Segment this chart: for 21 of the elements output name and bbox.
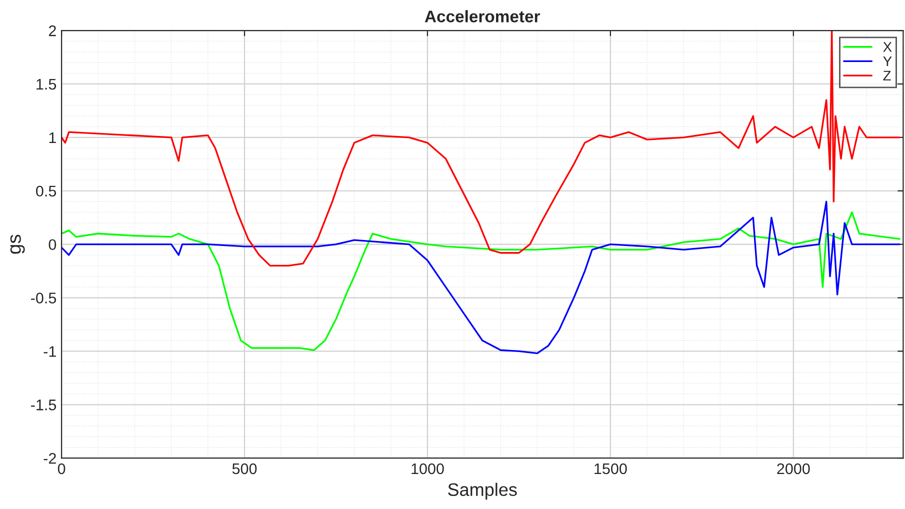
y-axis-title: gs <box>10 234 25 254</box>
legend-label: Y <box>883 56 892 66</box>
legend-label: X <box>883 42 892 52</box>
line-series <box>62 30 900 267</box>
y-tick-label: 0.5 <box>36 186 56 197</box>
x-tick-label: 1000 <box>412 463 444 474</box>
y-tick-label: -0.5 <box>31 292 56 304</box>
y-tick-label: -2 <box>44 452 56 464</box>
x-tick-label: 2000 <box>777 463 810 474</box>
x-tick-label: 0 <box>58 463 66 474</box>
y-tick-label: 0 <box>48 239 56 250</box>
chart-title: Accelerometer <box>424 10 540 22</box>
y-tick-label: 1.5 <box>36 79 56 90</box>
x-tick-label: 1500 <box>594 463 627 474</box>
legend-label: Z <box>883 70 891 80</box>
y-tick-label: -1 <box>44 346 56 357</box>
x-axis-title: Samples <box>448 482 517 500</box>
x-tick-label: 500 <box>232 463 257 474</box>
y-tick-label: 2 <box>48 25 56 36</box>
y-tick-label: -1.5 <box>31 400 56 410</box>
y-tick-label: 1 <box>49 132 56 143</box>
